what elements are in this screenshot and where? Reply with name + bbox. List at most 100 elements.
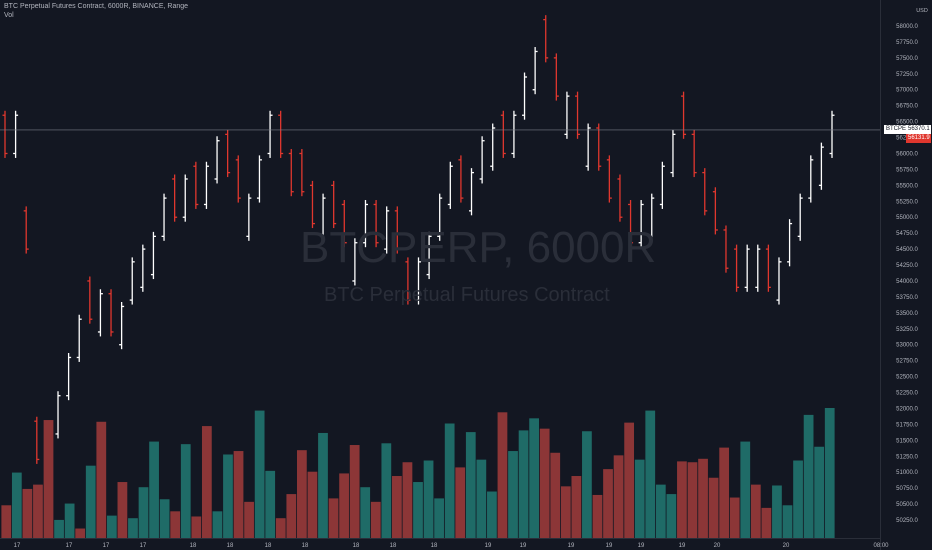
price-bar[interactable] (829, 110, 835, 158)
price-bar[interactable] (140, 244, 146, 292)
price-bar[interactable] (87, 276, 93, 324)
price-bar[interactable] (108, 289, 114, 337)
volume-bar[interactable] (613, 455, 624, 538)
price-bar[interactable] (723, 225, 729, 273)
volume-bar[interactable] (793, 460, 803, 538)
volume-bar[interactable] (719, 447, 730, 538)
price-bar[interactable] (522, 72, 528, 120)
volume-bar[interactable] (750, 484, 761, 538)
price-bar[interactable] (256, 155, 262, 203)
volume-bar[interactable] (518, 430, 529, 538)
volume-bar[interactable] (392, 476, 402, 538)
volume-bar[interactable] (708, 477, 719, 538)
volume-bar[interactable] (296, 450, 307, 538)
price-bar[interactable] (458, 155, 464, 203)
volume-bar[interactable] (434, 498, 444, 538)
volume-bar[interactable] (339, 473, 349, 538)
volume-bar[interactable] (508, 451, 518, 538)
volume-bar[interactable] (465, 432, 476, 538)
price-bar[interactable] (193, 161, 199, 209)
price-bar[interactable] (447, 161, 453, 209)
price-bar[interactable] (161, 193, 167, 241)
volume-bar[interactable] (655, 484, 666, 538)
volume-bar[interactable] (149, 441, 159, 538)
price-bar[interactable] (649, 193, 655, 241)
price-bar[interactable] (575, 91, 581, 139)
volume-bar[interactable] (413, 482, 423, 538)
volume-bar[interactable] (455, 467, 466, 538)
volume-bar[interactable] (370, 501, 381, 538)
volume-bar[interactable] (698, 458, 708, 538)
volume-bar[interactable] (803, 414, 814, 538)
volume-bar[interactable] (233, 451, 244, 538)
volume-bar[interactable] (138, 487, 149, 538)
volume-bar[interactable] (603, 469, 613, 538)
price-bar[interactable] (246, 193, 252, 241)
price-bar[interactable] (681, 91, 687, 139)
price-bar[interactable] (23, 206, 29, 254)
price-bar[interactable] (469, 168, 475, 216)
price-bar[interactable] (564, 91, 570, 139)
price-bar[interactable] (341, 200, 347, 248)
price-bar[interactable] (479, 136, 485, 184)
volume-bar[interactable] (159, 499, 170, 538)
price-bar[interactable] (373, 200, 379, 248)
price-bar[interactable] (617, 174, 623, 222)
price-bar[interactable] (702, 168, 708, 216)
volume-bar[interactable] (487, 491, 497, 538)
price-bar[interactable] (13, 110, 19, 158)
price-bar[interactable] (150, 231, 156, 280)
volume-bar[interactable] (265, 470, 276, 538)
time-axis[interactable]: 17 17 17 17 18 18 18 18 18 18 18 19 19 19 19 19 19 20 20 08… (14, 543, 890, 549)
price-bar[interactable] (765, 244, 771, 292)
volume-bar[interactable] (1, 505, 12, 538)
price-bar[interactable] (628, 200, 634, 248)
price-bar[interactable] (691, 129, 697, 178)
price-bar[interactable] (659, 161, 665, 209)
volume-bar[interactable] (85, 465, 96, 538)
volume-bar[interactable] (381, 443, 392, 538)
price-bar[interactable] (235, 155, 241, 203)
price-bar[interactable] (734, 244, 740, 292)
price-bar[interactable] (299, 149, 305, 197)
price-bar[interactable] (797, 193, 803, 241)
volume-bar[interactable] (33, 484, 43, 538)
volume-bar[interactable] (360, 487, 371, 538)
price-bar[interactable] (267, 110, 273, 158)
price-bar[interactable] (416, 257, 421, 305)
price-bar[interactable] (585, 123, 591, 171)
price-bar[interactable] (755, 244, 761, 292)
volume-bar[interactable] (201, 426, 212, 538)
price-bar[interactable] (97, 289, 103, 337)
price-bar[interactable] (596, 123, 602, 171)
volume-bar[interactable] (740, 441, 751, 538)
price-bar[interactable] (776, 257, 782, 305)
price-bar[interactable] (309, 180, 315, 229)
volume-bar[interactable] (761, 507, 772, 538)
volume-bar[interactable] (592, 494, 603, 538)
price-bar[interactable] (490, 123, 496, 171)
volume-bar[interactable] (22, 488, 33, 538)
volume-bar[interactable] (328, 498, 339, 538)
volume-bar[interactable] (43, 420, 54, 538)
volume-bar[interactable] (75, 528, 86, 538)
volume-bar[interactable] (423, 460, 434, 538)
volume-bar[interactable] (814, 446, 825, 538)
price-bar[interactable] (129, 257, 135, 305)
volume-bar[interactable] (307, 471, 318, 538)
volume-bar[interactable] (560, 486, 571, 538)
price-bar[interactable] (712, 187, 718, 235)
volume-bar[interactable] (223, 454, 233, 538)
volume-bar[interactable] (254, 410, 265, 538)
volume-indicator-label[interactable]: Vol (4, 12, 14, 19)
price-bar[interactable] (55, 391, 61, 439)
volume-bar[interactable] (571, 476, 582, 538)
price-bar[interactable] (532, 47, 538, 95)
price-bar[interactable] (426, 231, 432, 280)
price-bar[interactable] (2, 110, 8, 158)
volume-bar[interactable] (634, 459, 645, 538)
volume-bar[interactable] (582, 431, 592, 538)
price-bar[interactable] (437, 193, 443, 241)
price-bar[interactable] (66, 352, 72, 401)
